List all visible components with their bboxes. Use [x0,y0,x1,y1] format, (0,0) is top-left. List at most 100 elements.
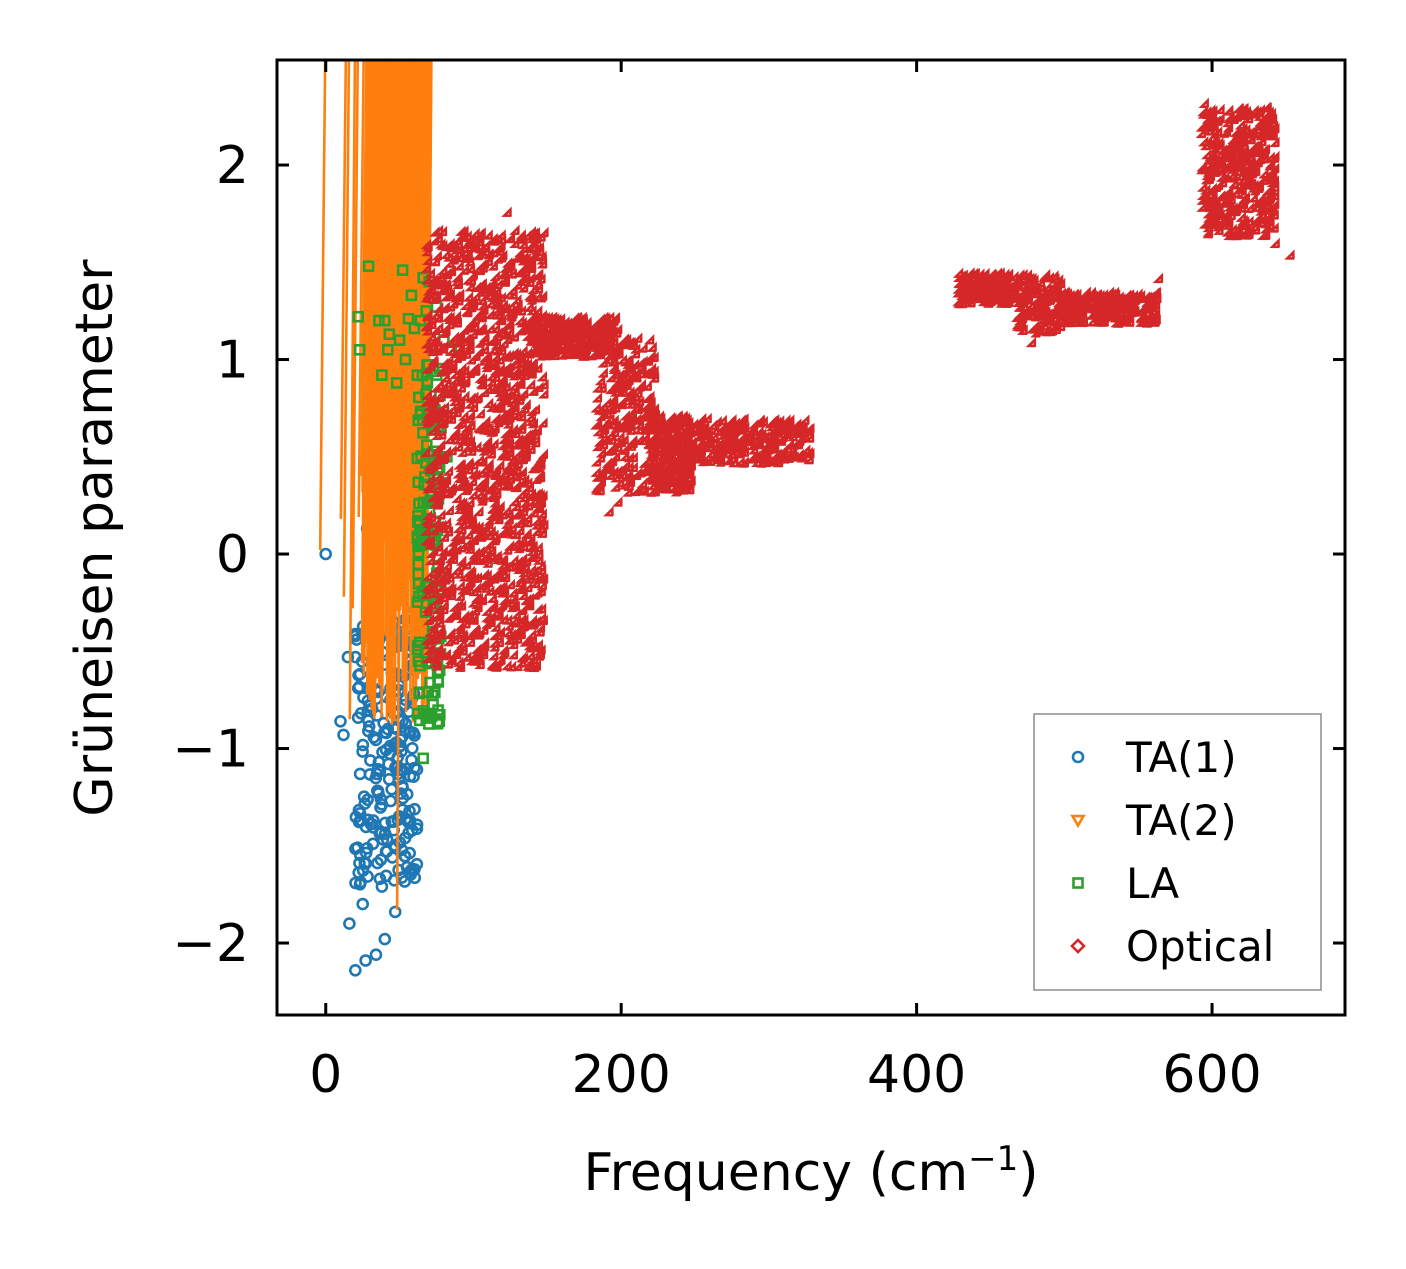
data-point [353,806,367,820]
data-point [484,308,495,320]
data-point [493,655,504,667]
data-point [615,436,626,448]
data-point [653,417,664,429]
data-point [534,324,546,336]
data-point [591,471,602,482]
data-point [436,581,447,592]
data-point [476,258,487,270]
data-point [464,577,475,589]
data-point [632,387,643,398]
data-point [482,459,493,471]
data-point [452,247,463,258]
data-point [649,409,661,421]
y-tick-label: −1 [172,720,249,780]
data-point [511,438,523,449]
data-point [503,513,514,525]
data-point [489,468,500,479]
data-point [787,430,798,442]
data-point [683,477,694,489]
data-point [598,423,610,435]
data-point [521,516,533,528]
data-point [473,230,484,242]
data-point [454,514,465,526]
data-point [510,617,522,628]
data-point [527,417,539,429]
data-point [619,479,630,490]
data-point [500,394,512,406]
data-point [382,772,396,786]
data-point [434,453,446,464]
data-point [605,332,616,344]
data-point [373,827,387,840]
data-point [430,566,442,577]
data-point [480,415,491,426]
data-point [448,433,459,445]
data-point [677,448,688,459]
data-point [516,534,528,545]
data-point [511,481,522,493]
data-point [432,224,444,236]
data-point [533,502,545,514]
data-point [482,397,494,409]
data-point [489,422,500,434]
data-point [430,594,442,605]
data-point [370,784,384,798]
data-point [421,375,433,388]
data-point [523,592,535,604]
data-point [465,441,477,452]
data-point [429,255,441,267]
data-point [466,299,477,310]
x-tick-label: 0 [309,1045,342,1105]
data-point [527,250,538,261]
data-point [458,425,469,437]
data-point [665,422,676,434]
data-point [424,360,436,372]
data-point [421,254,433,266]
data-point [619,460,631,471]
data-point [509,509,521,520]
data-point [531,424,542,436]
data-point [456,472,467,484]
data-point [519,365,531,377]
data-point [399,813,413,826]
data-point [528,506,539,518]
data-point [648,424,659,435]
legend-label: TA(1) [1125,733,1237,782]
data-point [404,60,412,434]
data-point [465,445,477,456]
data-point [528,385,539,396]
data-point [597,463,609,474]
data-point [399,717,413,730]
data-point [433,617,445,628]
data-point [531,269,542,280]
data-point [499,571,511,583]
data-point [574,327,585,338]
data-point [509,237,520,249]
data-point [497,508,508,520]
data-point [370,60,378,411]
data-point [531,459,542,471]
data-point [456,518,468,530]
data-point [455,458,466,470]
data-point [657,421,669,433]
data-point [450,604,462,616]
data-point [502,627,513,638]
data-point [438,417,449,428]
data-point [520,528,532,539]
data-point [526,232,537,244]
data-point [422,241,433,252]
data-point [630,485,641,497]
data-point [451,406,462,418]
data-point [783,438,795,450]
data-point [605,434,617,445]
data-point [446,482,458,494]
data-point [608,414,619,426]
data-point [501,480,513,491]
data-point [502,262,514,273]
data-point [475,480,487,491]
data-point [485,490,496,501]
data-point [616,354,628,365]
data-point [489,270,500,282]
data-point [351,681,365,695]
data-point [518,501,529,513]
